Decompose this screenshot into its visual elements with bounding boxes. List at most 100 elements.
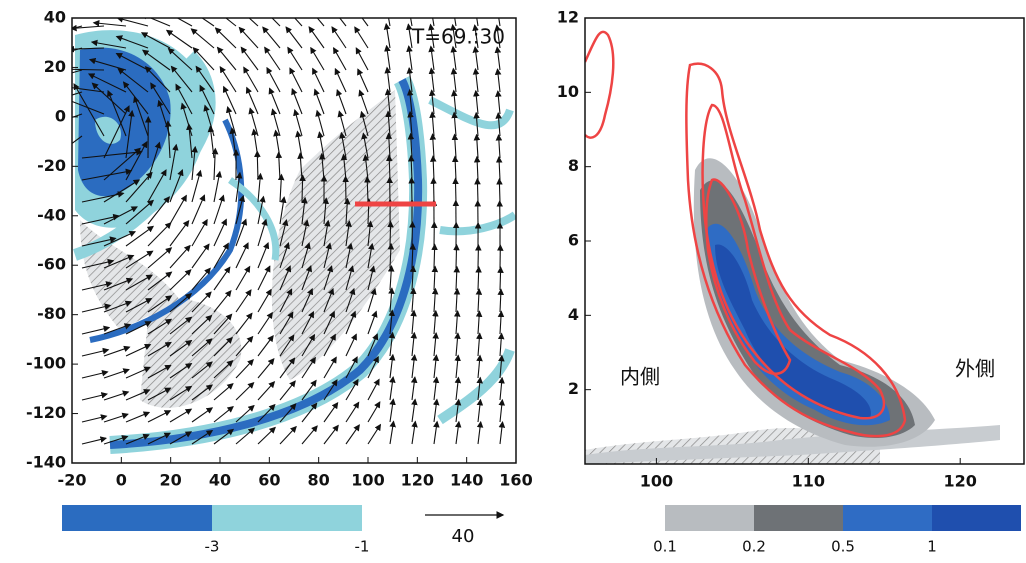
wind-arrow [386, 24, 390, 48]
wind-arrow [324, 426, 338, 444]
wind-arrow [82, 438, 106, 444]
y-tick-label: 12 [557, 8, 579, 27]
wind-arrow [478, 400, 481, 422]
wind-arrow [360, 90, 368, 114]
wind-arrow [478, 311, 479, 334]
wind-arrow [224, 87, 236, 114]
wind-arrow [239, 28, 258, 48]
wind-arrow [452, 3, 456, 26]
x-tick-label: 80 [308, 471, 330, 490]
wind-arrow [258, 427, 275, 444]
wind-arrow [346, 425, 359, 444]
wind-arrow [258, 336, 273, 356]
wind-arrow [387, 68, 390, 92]
annotation: 外側 [955, 357, 995, 381]
wind-arrow [337, 90, 346, 114]
wind-arrow [236, 267, 250, 290]
wind-arrow [453, 47, 456, 70]
wind-arrow [192, 195, 204, 224]
wind-arrow [497, 47, 500, 70]
x-tick-label: -20 [58, 471, 87, 490]
wind-arrow [500, 400, 502, 422]
wind-arrow [324, 403, 338, 422]
wind-arrow [220, 67, 236, 92]
wind-arrow [258, 359, 274, 378]
wind-arrow [390, 355, 393, 378]
colorbar-label: -1 [355, 538, 370, 556]
wind-arrow [346, 334, 356, 356]
wind-arrow [431, 47, 434, 70]
wind-arrow [244, 67, 258, 92]
wind-arrow [455, 157, 456, 180]
wind-arrow [476, 91, 478, 114]
wind-arrow [218, 47, 236, 70]
annotation: 内側 [620, 365, 660, 389]
wind-arrow [356, 48, 368, 70]
wind-arrow [390, 377, 393, 400]
wind-arrow [257, 151, 258, 180]
wind-arrow [117, 18, 148, 26]
x-tick-label: 100 [640, 472, 673, 491]
wind-arrow [148, 248, 171, 268]
wind-arrow [412, 311, 414, 334]
y-tick-label: 40 [44, 8, 66, 27]
wind-arrow [434, 422, 437, 444]
wind-arrow [263, 27, 280, 48]
wind-arrow [456, 267, 457, 290]
wind-arrow [82, 394, 107, 400]
x-tick-label: 100 [351, 471, 384, 490]
x-tick-label: 20 [160, 471, 182, 490]
colorbar-segment [843, 505, 932, 531]
wind-arrow [456, 289, 457, 312]
wind-arrow [478, 289, 479, 312]
wind-arrow [50, 26, 82, 35]
wind-arrow [214, 196, 223, 224]
colorbar-segment [754, 505, 843, 531]
wind-arrow [104, 392, 128, 400]
wind-arrow [167, 30, 192, 48]
x-tick-label: 160 [499, 471, 532, 490]
time-label: T=69.:30 [411, 25, 505, 49]
y-tick-label: -80 [37, 304, 66, 323]
wind-arrow [453, 69, 456, 92]
wind-arrow [148, 223, 171, 246]
wind-arrow [335, 69, 346, 92]
wind-arrow [324, 357, 336, 378]
wind-arrow [334, 48, 346, 70]
wind-arrow [94, 23, 126, 26]
wind-arrow [412, 422, 415, 444]
y-tick-label: 0 [55, 106, 66, 125]
colorbar-segment [62, 505, 212, 531]
wind-arrow [412, 355, 415, 378]
wind-arrow [214, 172, 220, 202]
x-tick-label: 110 [792, 472, 825, 491]
wind-arrow [433, 134, 434, 158]
wind-arrow [456, 333, 458, 356]
wind-arrow [295, 110, 302, 136]
wind-arrow [500, 289, 501, 312]
wind-arrow [258, 290, 271, 312]
wind-arrow [236, 243, 248, 268]
y-tick-label: 6 [568, 231, 579, 250]
wind-arrow [104, 347, 129, 356]
colorbar-label: 0.2 [742, 538, 766, 556]
wind-arrow [368, 312, 376, 334]
wind-arrow [430, 3, 434, 26]
wind-arrow [474, 3, 478, 26]
wind-arrow [477, 179, 478, 202]
wind-arrow [288, 48, 302, 70]
right-field [585, 32, 1000, 464]
reference-label: 40 [452, 526, 475, 547]
wind-arrow [285, 7, 302, 26]
wind-arrow [434, 245, 435, 268]
wind-arrow [434, 400, 437, 422]
wind-arrow [477, 135, 478, 158]
wind-arrow [390, 421, 394, 444]
wind-arrow [241, 47, 258, 70]
wind-arrow [315, 90, 324, 114]
wind-arrow [170, 246, 190, 268]
wind-arrow [170, 409, 191, 422]
wind-arrow [412, 333, 414, 356]
wind-arrow [455, 135, 456, 158]
wind-arrow [412, 399, 415, 422]
